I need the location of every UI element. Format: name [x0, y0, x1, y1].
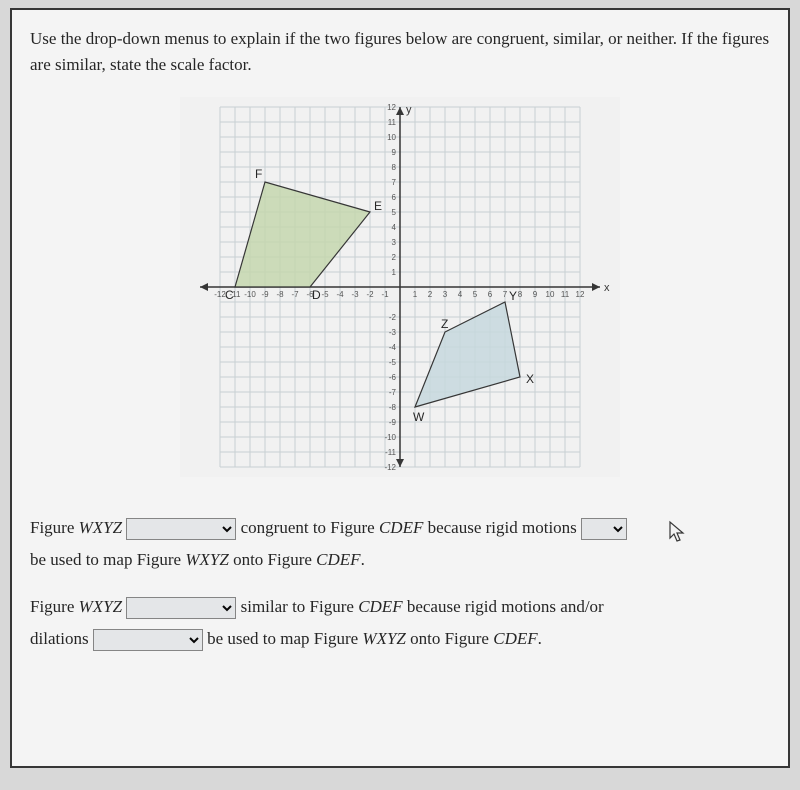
svg-text:-6: -6: [306, 290, 314, 299]
coordinate-grid: y x CDEFWXYZ -12-11-10-9-8-7-6-5-4-3-2-1…: [180, 97, 620, 477]
svg-text:-5: -5: [389, 358, 397, 367]
svg-text:-7: -7: [291, 290, 299, 299]
worksheet-page: Use the drop-down menus to explain if th…: [10, 8, 790, 768]
svg-text:Z: Z: [441, 317, 448, 331]
svg-text:11: 11: [561, 290, 570, 299]
text: be used to map Figure: [30, 550, 185, 569]
svg-text:Y: Y: [509, 289, 517, 303]
figure-name: WXYZ: [185, 550, 228, 569]
statement-similar: Figure WXYZ isis not similar to Figure C…: [30, 591, 770, 656]
svg-text:-11: -11: [385, 448, 397, 457]
svg-text:E: E: [374, 199, 382, 213]
svg-text:-9: -9: [261, 290, 269, 299]
svg-text:-8: -8: [389, 403, 397, 412]
svg-text:4: 4: [458, 290, 463, 299]
dropdown-similar-isisnot[interactable]: isis not: [126, 597, 236, 619]
svg-text:7: 7: [503, 290, 508, 299]
text: Figure: [30, 518, 79, 537]
text: onto Figure: [229, 550, 316, 569]
text: similar to Figure: [241, 597, 359, 616]
svg-text:3: 3: [392, 238, 397, 247]
text: .: [538, 629, 542, 648]
svg-text:11: 11: [388, 118, 397, 127]
dropdown-congruent-isisnot[interactable]: isis not: [126, 518, 236, 540]
figure-name: WXYZ: [79, 518, 122, 537]
x-axis-arrow-left: [200, 283, 208, 291]
instruction-text: Use the drop-down menus to explain if th…: [30, 26, 770, 77]
text: Figure: [30, 597, 79, 616]
text: onto Figure: [406, 629, 493, 648]
y-axis-arrow-down: [396, 459, 404, 467]
svg-text:6: 6: [392, 193, 397, 202]
svg-text:-8: -8: [276, 290, 284, 299]
text: congruent to Figure: [241, 518, 379, 537]
figure-name: CDEF: [358, 597, 402, 616]
svg-text:2: 2: [392, 253, 397, 262]
svg-text:1: 1: [413, 290, 418, 299]
svg-text:12: 12: [387, 103, 396, 112]
svg-text:8: 8: [518, 290, 523, 299]
svg-text:1: 1: [392, 268, 397, 277]
svg-text:10: 10: [387, 133, 396, 142]
text: because rigid motions: [423, 518, 581, 537]
svg-text:X: X: [526, 372, 534, 386]
svg-text:12: 12: [576, 290, 585, 299]
statement-congruent: Figure WXYZ isis not congruent to Figure…: [30, 512, 770, 577]
svg-text:2: 2: [428, 290, 433, 299]
figure-name: WXYZ: [362, 629, 405, 648]
svg-text:W: W: [413, 410, 425, 424]
figure-wxyz: [415, 302, 520, 407]
svg-text:-10: -10: [244, 290, 256, 299]
svg-text:5: 5: [473, 290, 478, 299]
dropdown-congruent-cancannot[interactable]: cancannot: [581, 518, 627, 540]
svg-text:-12: -12: [214, 290, 226, 299]
figure-name: CDEF: [379, 518, 423, 537]
x-axis-label: x: [604, 282, 610, 294]
y-axis-arrow-up: [396, 107, 404, 115]
mouse-cursor-icon: [668, 520, 688, 544]
svg-text:-5: -5: [321, 290, 329, 299]
text: .: [361, 550, 365, 569]
svg-text:4: 4: [392, 223, 397, 232]
figure-cdef: [235, 182, 370, 287]
svg-text:-10: -10: [384, 433, 396, 442]
svg-text:9: 9: [533, 290, 538, 299]
svg-text:8: 8: [392, 163, 397, 172]
svg-text:6: 6: [488, 290, 493, 299]
dropdown-similar-cancannot[interactable]: cancannot: [93, 629, 203, 651]
svg-text:10: 10: [546, 290, 555, 299]
svg-text:7: 7: [392, 178, 397, 187]
svg-text:-6: -6: [389, 373, 397, 382]
graph-container: y x CDEFWXYZ -12-11-10-9-8-7-6-5-4-3-2-1…: [30, 97, 770, 482]
svg-text:9: 9: [392, 148, 397, 157]
x-axis-arrow-right: [592, 283, 600, 291]
svg-text:-9: -9: [389, 418, 397, 427]
text: dilations: [30, 629, 93, 648]
y-axis-label: y: [406, 104, 412, 116]
svg-text:5: 5: [392, 208, 397, 217]
svg-text:-2: -2: [366, 290, 374, 299]
figure-name: CDEF: [493, 629, 537, 648]
text: be used to map Figure: [207, 629, 362, 648]
svg-text:-12: -12: [384, 463, 396, 472]
svg-text:-4: -4: [336, 290, 344, 299]
svg-text:-1: -1: [381, 290, 389, 299]
figure-name: CDEF: [316, 550, 360, 569]
svg-text:-7: -7: [389, 388, 397, 397]
svg-text:-2: -2: [389, 313, 397, 322]
svg-text:-3: -3: [389, 328, 397, 337]
svg-text:F: F: [255, 167, 262, 181]
text: because rigid motions and/or: [403, 597, 604, 616]
figure-name: WXYZ: [79, 597, 122, 616]
svg-text:-11: -11: [230, 290, 242, 299]
svg-text:3: 3: [443, 290, 448, 299]
svg-text:-4: -4: [389, 343, 397, 352]
svg-text:-3: -3: [351, 290, 359, 299]
